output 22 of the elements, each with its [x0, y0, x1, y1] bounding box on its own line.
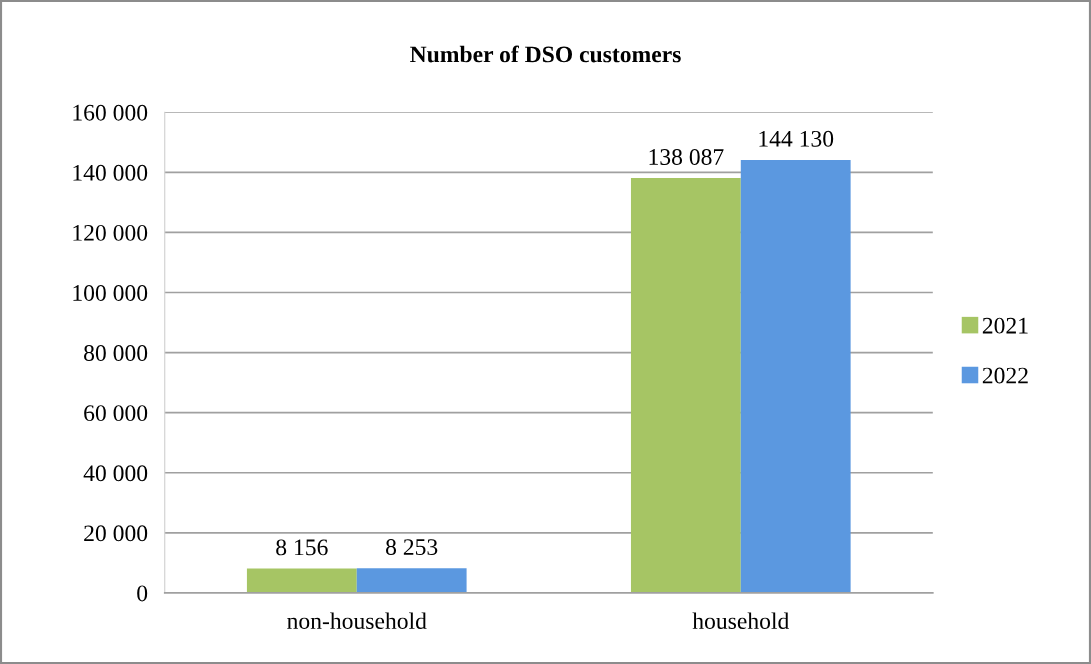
y-tick-label: 0 [137, 585, 148, 602]
legend-label: 2021 [982, 317, 1028, 334]
x-tick-label: household [692, 612, 790, 630]
y-tick-label: 60 000 [84, 405, 148, 422]
data-label: 8 156 [276, 539, 328, 556]
y-tick-label: 40 000 [83, 465, 148, 482]
y-tick-label: 140 000 [73, 164, 148, 181]
bar [630, 178, 741, 593]
y-tick-label: 100 000 [73, 284, 148, 301]
y-tick-label: 160 000 [73, 104, 148, 121]
bar [246, 568, 357, 593]
data-label: 8 253 [386, 539, 438, 556]
y-tick-label: 80 000 [84, 345, 148, 362]
y-tick-label: 120 000 [73, 224, 148, 241]
data-label: 138 087 [649, 148, 724, 165]
x-tick-label: non-household [287, 612, 427, 630]
bar [740, 159, 851, 593]
data-label: 144 130 [759, 130, 834, 147]
chart-title: Number of DSO customers [410, 45, 681, 63]
legend-label: 2022 [982, 367, 1028, 384]
y-tick-label: 20 000 [84, 525, 148, 542]
bar [356, 568, 467, 593]
